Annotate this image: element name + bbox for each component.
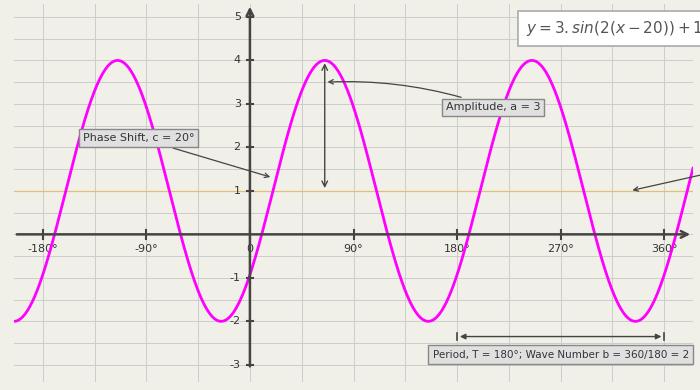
Text: 0: 0 xyxy=(246,244,253,254)
Text: 270°: 270° xyxy=(547,244,574,254)
Text: 180°: 180° xyxy=(444,244,470,254)
Text: Amplitude, a = 3: Amplitude, a = 3 xyxy=(329,80,540,112)
Text: 90°: 90° xyxy=(344,244,363,254)
Text: 3: 3 xyxy=(234,99,241,109)
Text: -90°: -90° xyxy=(134,244,158,254)
Text: -2: -2 xyxy=(230,316,241,326)
Text: -3: -3 xyxy=(230,360,241,370)
Text: 5: 5 xyxy=(234,12,241,22)
Text: Phase Shift, c = 20°: Phase Shift, c = 20° xyxy=(83,133,269,177)
Text: 2: 2 xyxy=(234,142,241,152)
Text: Period, T = 180°; Wave Number b = 360/180 = 2: Period, T = 180°; Wave Number b = 360/18… xyxy=(433,349,689,360)
Text: -180°: -180° xyxy=(27,244,58,254)
Text: 360°: 360° xyxy=(651,244,678,254)
Text: -1: -1 xyxy=(230,273,241,283)
Text: $y = 3.sin\left(2(x-20)\right)+1$: $y = 3.sin\left(2(x-20)\right)+1$ xyxy=(526,19,700,38)
Text: 4: 4 xyxy=(234,55,241,66)
Text: 1: 1 xyxy=(234,186,241,196)
Text: Vertical Shift, d = 1: Vertical Shift, d = 1 xyxy=(634,148,700,191)
